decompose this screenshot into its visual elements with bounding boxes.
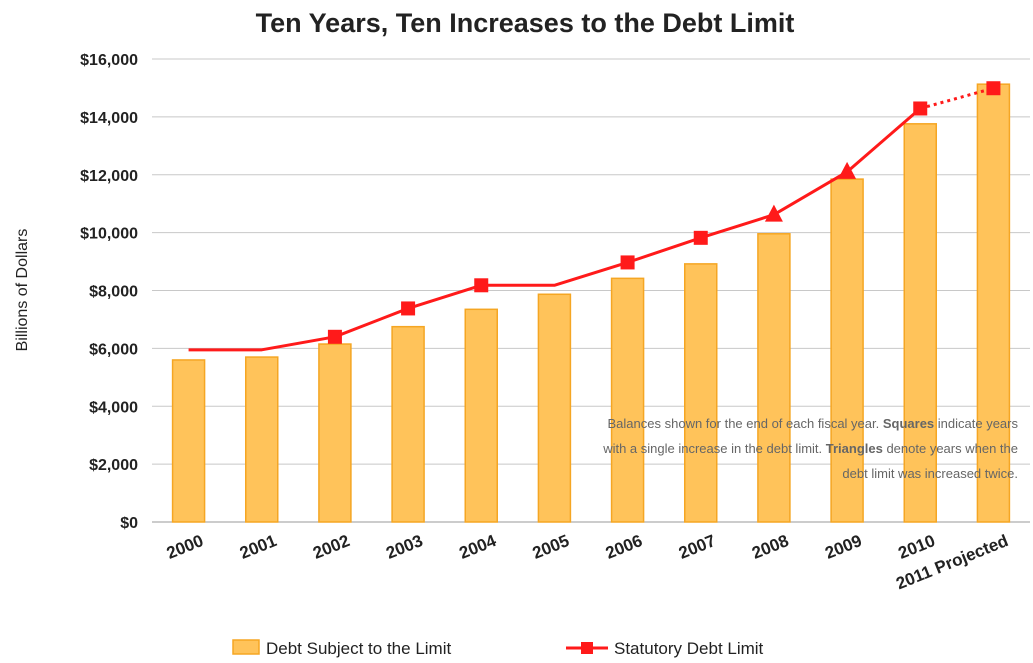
x-tick-label: 2006 [603, 531, 645, 563]
triangle-marker [764, 204, 783, 222]
x-tick-label: 2003 [383, 531, 425, 563]
bar [757, 233, 791, 523]
bar [903, 123, 937, 523]
bar-series [171, 83, 1011, 523]
y-tick-label: $12,000 [80, 168, 138, 185]
bar [610, 277, 645, 523]
y-tick-label: $6,000 [89, 341, 138, 358]
y-axis-ticks: $0 $2,000 $4,000 $6,000 $8,000 $10,000 $12,000… [80, 52, 138, 532]
x-tick-label: 2008 [749, 531, 791, 563]
chart-title: Ten Years, Ten Increases to the Debt Lim… [256, 8, 795, 38]
legend-bar-label: Debt Subject to the Limit [266, 639, 451, 658]
debt-limit-projected-segment [919, 86, 994, 110]
x-tick-label: 2004 [457, 531, 500, 563]
square-marker [693, 230, 708, 245]
y-tick-label: $2,000 [89, 457, 138, 474]
x-tick-label: 2007 [676, 531, 718, 563]
legend-square-marker [581, 642, 593, 654]
y-tick-label: $10,000 [80, 226, 138, 243]
annotation-emphasis: Squares [883, 416, 934, 431]
x-axis-ticks: 2000 2001 2002 2003 2004 2005 2006 2007 2008 2009… [164, 531, 1011, 593]
square-marker [620, 255, 635, 270]
bar [976, 83, 1011, 523]
triangle-marker [838, 161, 857, 179]
legend-bar-swatch [232, 639, 260, 655]
gridlines [152, 58, 1030, 523]
debt-limit-line [188, 107, 922, 352]
annotation-text: indicate years [934, 416, 1018, 431]
y-tick-label: $14,000 [80, 110, 138, 127]
x-tick-label: 2005 [530, 531, 572, 563]
square-marker [913, 101, 928, 116]
square-marker [327, 329, 342, 344]
bar [391, 325, 425, 523]
annotation-line: with a single increase in the debt limit… [602, 441, 1018, 456]
x-tick-label: 2000 [164, 531, 206, 563]
annotation-text: denote years when the [883, 441, 1018, 456]
x-tick-label: 2010 [896, 531, 938, 563]
bar [171, 359, 206, 523]
bar [830, 178, 864, 523]
legend-line-label: Statutory Debt Limit [614, 639, 764, 658]
annotation-text: debt limit was increased twice. [842, 466, 1018, 481]
y-tick-label: $0 [120, 515, 138, 532]
x-tick-label: 2002 [310, 531, 352, 563]
bar [245, 356, 279, 523]
line-series [188, 81, 1001, 352]
annotation-text: with a single increase in the debt limit… [602, 441, 826, 456]
annotation-emphasis: Triangles [826, 441, 883, 456]
annotation-text: Balances shown for the end of each fisca… [608, 416, 883, 431]
bar [684, 263, 718, 523]
bar [318, 343, 352, 523]
annotation-line: Balances shown for the end of each fisca… [608, 416, 1019, 431]
square-marker [401, 301, 416, 316]
x-tick-label: 2009 [822, 531, 864, 563]
square-marker [986, 81, 1001, 96]
y-axis-label: Billions of Dollars [14, 229, 31, 352]
annotation-line: debt limit was increased twice. [842, 466, 1018, 481]
chart-legend: Debt Subject to the Limit Statutory Debt … [232, 639, 764, 658]
chart-annotation: Balances shown for the end of each fisca… [602, 416, 1018, 481]
x-tick-label: 2001 [237, 531, 279, 563]
square-marker [474, 278, 489, 293]
y-tick-label: $4,000 [89, 399, 138, 416]
y-tick-label: $16,000 [80, 52, 138, 69]
bar [464, 308, 498, 523]
bar [537, 293, 572, 523]
y-tick-label: $8,000 [89, 284, 138, 301]
